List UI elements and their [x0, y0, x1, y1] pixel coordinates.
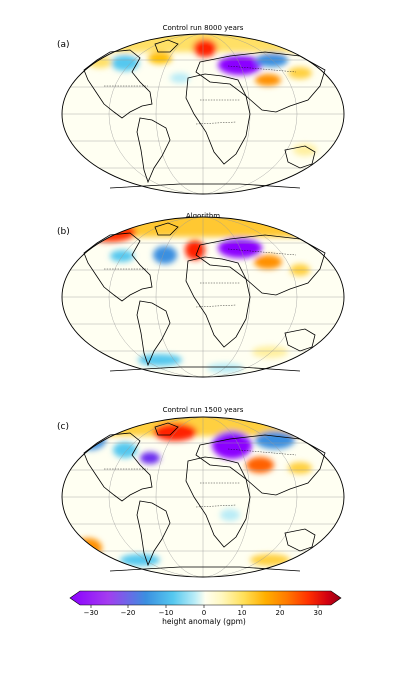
colorbar: −30 −20 −10 0 10 20 30 height anomaly (g… [69, 590, 342, 626]
panel-c: Control run 1500 years (c) [57, 406, 345, 578]
colorbar-tick-label: 30 [314, 609, 323, 617]
colorbar-bar [69, 590, 342, 606]
panel-c-title: Control run 1500 years [163, 406, 244, 414]
colorbar-ticks [90, 605, 319, 608]
panel-c-coastlines [83, 422, 326, 572]
panel-b-letter: (b) [57, 227, 70, 237]
panel-b-coastlines [83, 222, 326, 372]
panel-a-map [62, 34, 344, 194]
colorbar-tick-label: −20 [121, 609, 136, 617]
panel-b-borders [104, 248, 297, 308]
panel-c-letter: (c) [57, 422, 69, 432]
panel-a-coastlines [83, 39, 326, 189]
colorbar-tick-label: 20 [276, 609, 285, 617]
panel-c-borders [104, 448, 297, 508]
panel-b-frame [61, 216, 345, 378]
panel-a-frame [61, 33, 345, 195]
panel-b: Algorithm (b) [57, 212, 345, 378]
colorbar-tick-label: −30 [84, 609, 99, 617]
colorbar-tick-label: 0 [202, 609, 206, 617]
panel-b-title: Algorithm [186, 212, 220, 220]
colorbar-label: height anomaly (gpm) [162, 617, 246, 626]
panel-a-borders [104, 65, 297, 125]
panel-a-title: Control run 8000 years [163, 24, 244, 32]
colorbar-tick-label: 10 [238, 609, 247, 617]
colorbar-tick-label: −10 [159, 609, 174, 617]
panel-a-graticule [62, 34, 344, 194]
panel-c-frame [61, 416, 345, 578]
panel-a-letter: (a) [57, 40, 70, 50]
panel-a: Control run 8000 years (a) [57, 24, 345, 195]
